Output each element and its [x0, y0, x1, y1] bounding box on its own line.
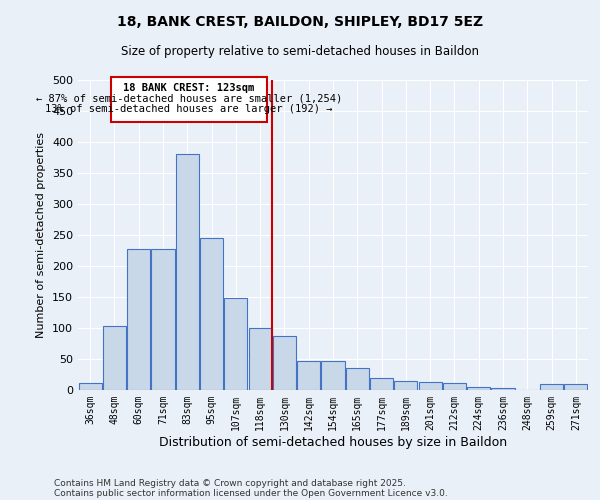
Text: Contains HM Land Registry data © Crown copyright and database right 2025.: Contains HM Land Registry data © Crown c… [54, 478, 406, 488]
X-axis label: Distribution of semi-detached houses by size in Baildon: Distribution of semi-detached houses by … [159, 436, 507, 448]
Bar [394, 380, 418, 390]
Y-axis label: Number of semi-detached properties: Number of semi-detached properties [37, 132, 46, 338]
Bar [540, 384, 563, 390]
Bar [224, 298, 247, 390]
Bar [322, 361, 344, 390]
Bar [370, 378, 393, 390]
FancyBboxPatch shape [111, 77, 268, 122]
Bar [176, 154, 199, 390]
Bar [419, 382, 442, 390]
Bar [273, 336, 296, 390]
Bar [443, 383, 466, 390]
Text: 18 BANK CREST: 123sqm: 18 BANK CREST: 123sqm [124, 82, 255, 93]
Bar [491, 388, 515, 390]
Bar [200, 238, 223, 390]
Bar [565, 384, 587, 390]
Text: 18, BANK CREST, BAILDON, SHIPLEY, BD17 5EZ: 18, BANK CREST, BAILDON, SHIPLEY, BD17 5… [117, 15, 483, 29]
Bar [467, 387, 490, 390]
Bar [127, 248, 150, 390]
Bar [103, 326, 126, 390]
Bar [297, 361, 320, 390]
Bar [151, 248, 175, 390]
Text: Contains public sector information licensed under the Open Government Licence v3: Contains public sector information licen… [54, 488, 448, 498]
Bar [346, 368, 369, 390]
Text: ← 87% of semi-detached houses are smaller (1,254): ← 87% of semi-detached houses are smalle… [36, 94, 342, 104]
Text: Size of property relative to semi-detached houses in Baildon: Size of property relative to semi-detach… [121, 45, 479, 58]
Text: 13% of semi-detached houses are larger (192) →: 13% of semi-detached houses are larger (… [46, 104, 333, 114]
Bar [79, 382, 101, 390]
Bar [248, 328, 272, 390]
